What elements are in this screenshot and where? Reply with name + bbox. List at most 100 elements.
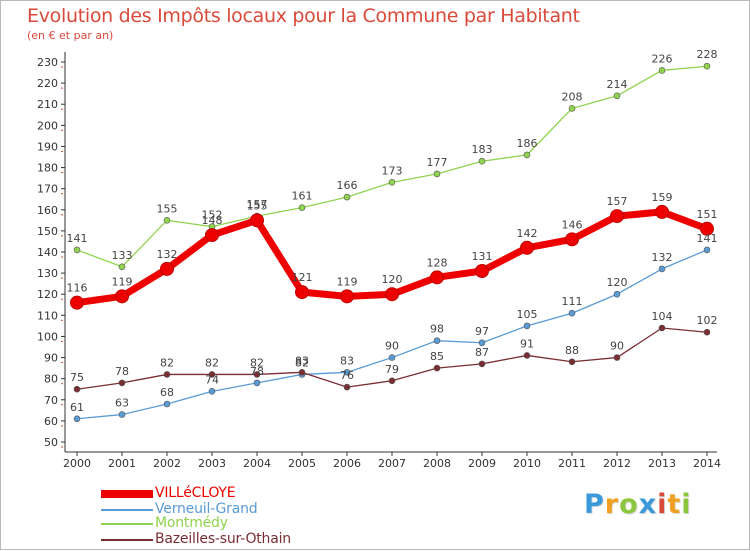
x-tick-label: 2001 xyxy=(108,457,136,470)
data-label-villecloye: 132 xyxy=(157,248,178,261)
data-point-verneuil-grand xyxy=(658,265,666,273)
data-point-verneuil-grand xyxy=(613,290,621,298)
data-label-villecloye: 120 xyxy=(382,273,403,286)
data-point-villecloye xyxy=(565,232,579,247)
data-point-bazeilles-sur-othain xyxy=(118,379,126,387)
data-label-villecloye: 151 xyxy=(697,208,718,221)
data-label-bazeilles-sur-othain: 79 xyxy=(385,363,399,376)
x-tick-label: 2012 xyxy=(603,457,631,470)
data-labels: 141 133 155 152 157 161 166 173 177 183 186 208 214 2… xyxy=(67,48,718,414)
data-label-montmedy: 183 xyxy=(472,143,493,156)
data-label-montmedy: 133 xyxy=(112,249,133,262)
y-tick-label: 140 xyxy=(37,246,58,259)
data-point-bazeilles-sur-othain xyxy=(613,354,621,361)
data-point-verneuil-grand xyxy=(388,354,396,361)
data-label-verneuil-grand: 74 xyxy=(205,373,219,386)
y-tick-label: 220 xyxy=(37,77,58,90)
data-point-verneuil-grand xyxy=(73,415,81,423)
data-point-villecloye xyxy=(70,295,84,310)
data-point-villecloye xyxy=(250,213,264,228)
proxiti-logo: Proxiti xyxy=(584,489,692,520)
data-label-montmedy: 228 xyxy=(697,48,718,61)
logo-letter: t xyxy=(667,489,682,520)
x-tick-label: 2009 xyxy=(468,457,496,470)
data-point-bazeilles-sur-othain xyxy=(523,352,531,359)
data-label-verneuil-grand: 90 xyxy=(385,340,399,353)
data-point-bazeilles-sur-othain xyxy=(343,383,351,391)
legend-item-bazeilles-sur-othain: Bazeilles-sur-Othain xyxy=(101,531,361,548)
legend-label-villecloye: VILLéCLOYE xyxy=(155,485,236,501)
data-label-villecloye: 142 xyxy=(517,227,538,240)
data-label-montmedy: 141 xyxy=(67,232,88,245)
data-point-verneuil-grand xyxy=(208,388,216,395)
y-tick-label: 160 xyxy=(37,204,58,217)
data-point-villecloye xyxy=(160,261,174,276)
data-point-bazeilles-sur-othain xyxy=(163,371,171,378)
data-point-bazeilles-sur-othain xyxy=(73,385,81,393)
x-tick-label: 2007 xyxy=(378,457,406,470)
data-point-bazeilles-sur-othain xyxy=(388,377,396,385)
data-label-villecloye: 159 xyxy=(652,191,673,204)
data-point-villecloye xyxy=(610,209,624,224)
data-label-bazeilles-sur-othain: 102 xyxy=(697,314,718,327)
data-label-bazeilles-sur-othain: 85 xyxy=(430,350,444,363)
legend-swatch-villecloye xyxy=(101,490,153,498)
data-label-villecloye: 121 xyxy=(292,271,313,284)
data-point-montmedy xyxy=(163,217,171,224)
data-label-montmedy: 177 xyxy=(427,156,448,169)
data-label-verneuil-grand: 141 xyxy=(697,232,718,245)
data-point-bazeilles-sur-othain xyxy=(703,328,711,336)
data-label-verneuil-grand: 98 xyxy=(430,323,444,336)
data-label-montmedy: 173 xyxy=(382,164,403,177)
data-label-bazeilles-sur-othain: 82 xyxy=(205,356,219,369)
data-point-montmedy xyxy=(523,151,531,159)
logo-letter: o xyxy=(619,489,639,520)
data-point-montmedy xyxy=(343,193,351,201)
data-point-verneuil-grand xyxy=(118,411,126,418)
data-point-bazeilles-sur-othain xyxy=(658,324,666,332)
y-tick-label: 170 xyxy=(37,183,58,196)
x-tick-label: 2014 xyxy=(693,457,721,470)
data-point-montmedy xyxy=(118,263,126,271)
data-label-villecloye: 119 xyxy=(337,275,358,288)
data-point-bazeilles-sur-othain xyxy=(568,358,576,366)
data-label-verneuil-grand: 82 xyxy=(295,356,309,369)
data-label-villecloye: 128 xyxy=(427,256,448,269)
x-tick-label: 2004 xyxy=(243,457,271,470)
data-label-montmedy: 157 xyxy=(247,198,268,211)
y-tick-label: 130 xyxy=(37,267,58,280)
data-label-villecloye: 146 xyxy=(562,218,583,231)
legend-item-verneuil-grand: Verneuil-Grand xyxy=(101,501,361,518)
data-point-verneuil-grand xyxy=(523,322,531,330)
data-label-montmedy: 208 xyxy=(562,90,583,103)
data-label-verneuil-grand: 61 xyxy=(70,401,84,414)
data-point-montmedy xyxy=(388,179,396,186)
data-point-villecloye xyxy=(295,285,309,300)
y-tick-label: 50 xyxy=(44,436,58,449)
data-label-verneuil-grand: 78 xyxy=(250,365,264,378)
x-tick-label: 2013 xyxy=(648,457,676,470)
data-label-bazeilles-sur-othain: 76 xyxy=(340,369,354,382)
data-point-montmedy xyxy=(478,157,486,165)
data-label-verneuil-grand: 68 xyxy=(160,386,174,399)
data-point-verneuil-grand xyxy=(703,246,711,254)
logo-letter: r xyxy=(604,489,620,520)
logo-letter: i xyxy=(657,489,668,520)
data-label-bazeilles-sur-othain: 82 xyxy=(160,356,174,369)
x-tick-label: 2006 xyxy=(333,457,361,470)
data-label-verneuil-grand: 63 xyxy=(115,397,129,410)
data-label-villecloye: 155 xyxy=(247,199,268,212)
data-label-verneuil-grand: 83 xyxy=(340,354,354,367)
data-label-bazeilles-sur-othain: 75 xyxy=(70,371,84,384)
x-tick-label: 2002 xyxy=(153,457,181,470)
data-label-montmedy: 186 xyxy=(517,137,538,150)
y-tick-label: 60 xyxy=(44,415,58,428)
data-label-bazeilles-sur-othain: 104 xyxy=(652,310,673,323)
data-point-verneuil-grand xyxy=(343,369,351,376)
y-tick-label: 70 xyxy=(44,394,58,407)
logo-letter: x xyxy=(638,489,658,520)
data-point-villecloye xyxy=(340,289,354,304)
data-point-montmedy xyxy=(568,105,576,112)
